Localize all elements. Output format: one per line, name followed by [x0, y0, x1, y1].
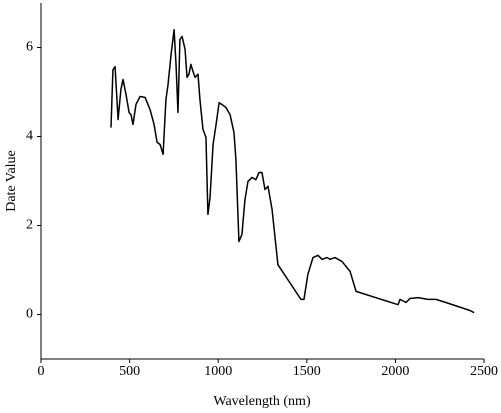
- y-tick-label: 4: [26, 129, 33, 144]
- y-tick-label: 2: [26, 218, 33, 233]
- x-tick-label: 2500: [470, 364, 498, 379]
- y-axis-label: Date Value: [4, 150, 19, 212]
- x-tick-label: 0: [38, 364, 45, 379]
- x-axis-label: Wavelength (nm): [213, 394, 311, 409]
- y-tick-label: 0: [26, 307, 33, 322]
- x-tick-label: 1500: [293, 364, 321, 379]
- y-tick-label: 6: [26, 40, 33, 55]
- x-tick-label: 1000: [204, 364, 232, 379]
- x-tick-label: 2000: [381, 364, 409, 379]
- data-line: [110, 28, 475, 314]
- x-tick-label: 500: [119, 364, 140, 379]
